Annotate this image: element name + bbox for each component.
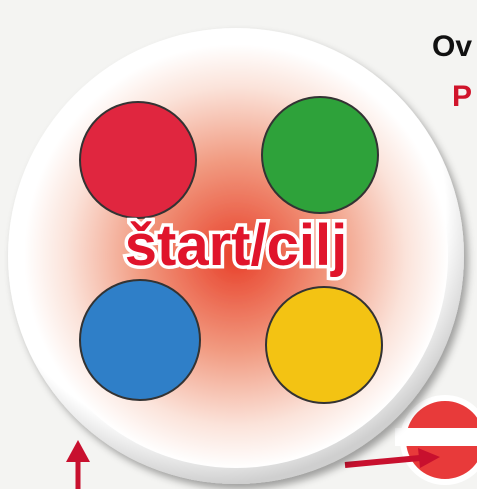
corner-text: P [452,80,472,113]
corner-text: Ov [432,30,472,63]
yellow-dot [266,287,382,403]
game-board-fragment: Ov P štart/cilj [0,0,477,489]
blue-dot [80,280,200,400]
page: Ov P štart/cilj (() => { const data = JS… [0,0,477,489]
red-dot [80,102,196,218]
green-dot [262,97,378,213]
start-label: štart/cilj [125,213,347,278]
